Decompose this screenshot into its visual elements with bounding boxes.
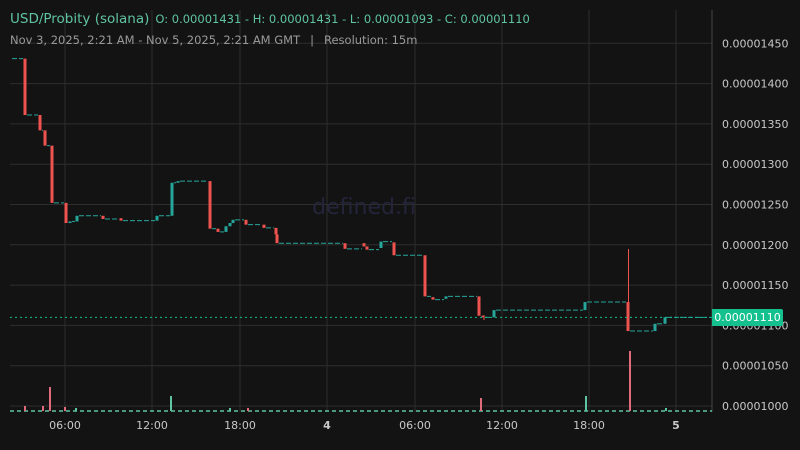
chart-header: USD/Probity (solana) O: 0.00001431 - H: … [10, 11, 530, 47]
y-tick-label: 0.00001000 [722, 400, 788, 413]
separator: | [310, 33, 314, 47]
y-tick-label: 0.00001200 [722, 239, 788, 252]
x-tick-label: 12:00 [486, 419, 518, 432]
x-tick-label: 4 [323, 419, 331, 432]
x-tick-label: 06:00 [399, 419, 431, 432]
x-axis: 06:00 12:00 18:00 4 06:00 12:00 18:00 5 [49, 419, 680, 432]
date-range: Nov 3, 2025, 2:21 AM - Nov 5, 2025, 2:21… [10, 33, 301, 47]
range-row: Nov 3, 2025, 2:21 AM - Nov 5, 2025, 2:21… [10, 33, 530, 47]
y-tick-label: 0.00001150 [722, 279, 788, 292]
title-row: USD/Probity (solana) O: 0.00001431 - H: … [10, 11, 530, 27]
x-tick-label: 12:00 [136, 419, 168, 432]
y-tick-label: 0.00001300 [722, 158, 788, 171]
y-axis: 0.00001450 0.00001400 0.00001350 0.00001300… [722, 37, 788, 413]
pair-title: USD/Probity (solana) [10, 11, 150, 27]
y-tick-label: 0.00001400 [722, 78, 788, 91]
resolution: Resolution: 15m [324, 33, 418, 47]
y-tick-label: 0.00001450 [722, 37, 788, 50]
watermark: defined.fi [312, 195, 416, 220]
y-tick-label: 0.00001350 [722, 118, 788, 131]
x-tick-label: 5 [672, 419, 680, 432]
candles [12, 58, 710, 332]
y-tick-label: 0.00001250 [722, 199, 788, 212]
x-tick-label: 18:00 [224, 419, 256, 432]
grid [10, 10, 712, 412]
current-price-label: 0.00001110 [712, 309, 783, 326]
x-tick-label: 18:00 [573, 419, 605, 432]
y-tick-label: 0.00001050 [722, 360, 788, 373]
volume-bars [10, 351, 712, 412]
x-tick-label: 06:00 [49, 419, 81, 432]
ohlc-values: O: 0.00001431 - H: 0.00001431 - L: 0.000… [155, 12, 530, 26]
